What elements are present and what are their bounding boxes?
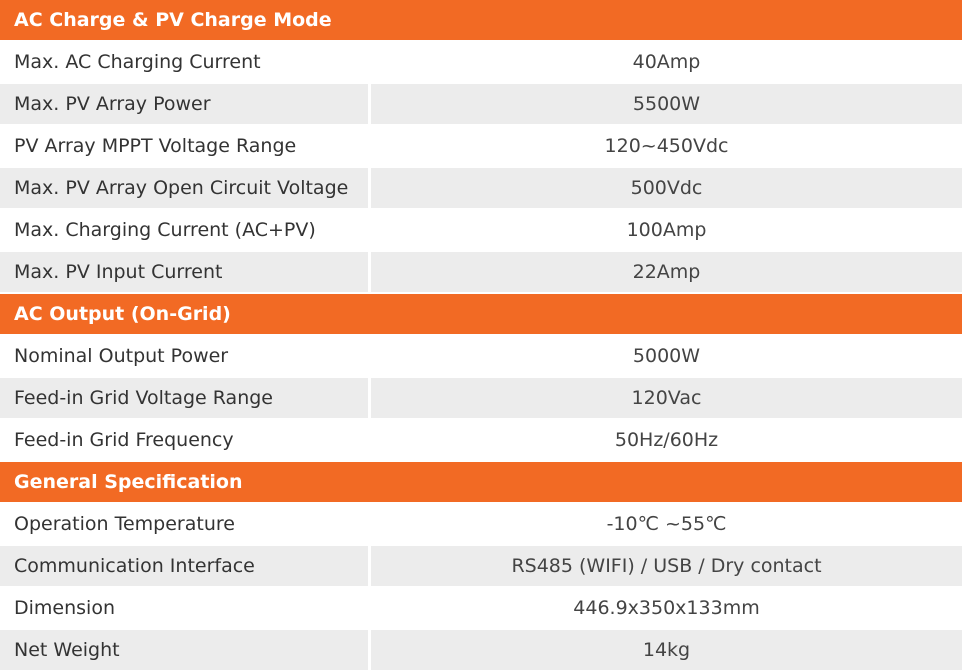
spec-row: Max. AC Charging Current 40Amp bbox=[0, 42, 962, 84]
spec-value: 446.9x350x133mm bbox=[573, 597, 760, 619]
spec-row: Dimension 446.9x350x133mm bbox=[0, 588, 962, 630]
section-header: General Specification bbox=[0, 462, 962, 504]
spec-value: -10℃ ~55℃ bbox=[606, 513, 727, 535]
spec-value: 5000W bbox=[632, 345, 701, 367]
spec-value: 100Amp bbox=[626, 219, 707, 241]
spec-label: Max. PV Input Current bbox=[0, 252, 371, 292]
spec-value: 50Hz/60Hz bbox=[614, 429, 719, 451]
spec-row: Feed-in Grid Frequency 50Hz/60Hz bbox=[0, 420, 962, 462]
spec-value: RS485 (WIFI) / USB / Dry contact bbox=[511, 555, 822, 577]
spec-label: Feed-in Grid Voltage Range bbox=[0, 378, 371, 418]
spec-label: PV Array MPPT Voltage Range bbox=[0, 126, 371, 166]
section-header: AC Charge & PV Charge Mode bbox=[0, 0, 962, 42]
spec-row: Net Weight 14kg bbox=[0, 630, 962, 672]
spec-value: 500Vdc bbox=[630, 177, 703, 199]
spec-label: Max. PV Array Open Circuit Voltage bbox=[0, 168, 371, 208]
spec-label: Communication Interface bbox=[0, 546, 371, 586]
section-header: AC Output (On-Grid) bbox=[0, 294, 962, 336]
spec-value: 120Vac bbox=[631, 387, 702, 409]
spec-value: 40Amp bbox=[632, 51, 701, 73]
spec-row: Max. Charging Current (AC+PV) 100Amp bbox=[0, 210, 962, 252]
spec-label: Nominal Output Power bbox=[0, 336, 371, 376]
spec-row: Feed-in Grid Voltage Range 120Vac bbox=[0, 378, 962, 420]
spec-row: PV Array MPPT Voltage Range 120~450Vdc bbox=[0, 126, 962, 168]
spec-row: Nominal Output Power 5000W bbox=[0, 336, 962, 378]
spec-label: Max. PV Array Power bbox=[0, 84, 371, 124]
spec-value: 22Amp bbox=[632, 261, 701, 283]
spec-label: Dimension bbox=[0, 588, 371, 628]
spec-row: Operation Temperature -10℃ ~55℃ bbox=[0, 504, 962, 546]
spec-row: Communication Interface RS485 (WIFI) / US… bbox=[0, 546, 962, 588]
spec-row: Max. PV Array Open Circuit Voltage 500Vdc bbox=[0, 168, 962, 210]
spec-row: Max. PV Input Current 22Amp bbox=[0, 252, 962, 294]
spec-label: Max. AC Charging Current bbox=[0, 42, 371, 82]
spec-label: Operation Temperature bbox=[0, 504, 371, 544]
spec-value: 14kg bbox=[642, 639, 691, 661]
spec-label: Feed-in Grid Frequency bbox=[0, 420, 371, 460]
spec-label: Max. Charging Current (AC+PV) bbox=[0, 210, 371, 250]
spec-value: 120~450Vdc bbox=[604, 135, 729, 157]
spec-label: Net Weight bbox=[0, 630, 371, 670]
spec-row: Max. PV Array Power 5500W bbox=[0, 84, 962, 126]
spec-value: 5500W bbox=[632, 93, 701, 115]
